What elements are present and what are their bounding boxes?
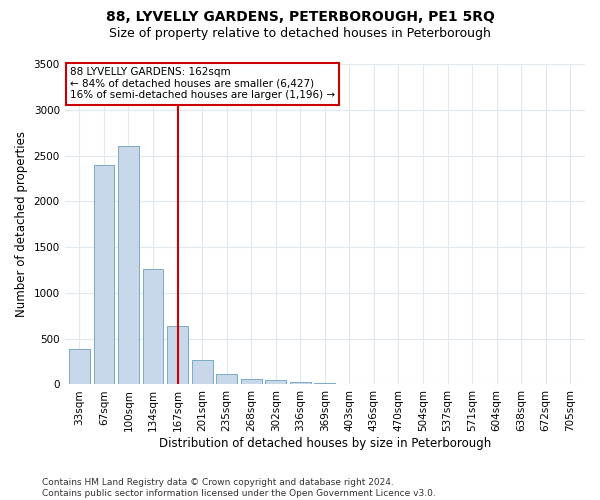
X-axis label: Distribution of detached houses by size in Peterborough: Distribution of detached houses by size … <box>159 437 491 450</box>
Bar <box>69 349 90 384</box>
Bar <box>290 382 311 384</box>
Bar <box>118 146 139 384</box>
Y-axis label: Number of detached properties: Number of detached properties <box>15 131 28 317</box>
Text: 88, LYVELLY GARDENS, PETERBOROUGH, PE1 5RQ: 88, LYVELLY GARDENS, PETERBOROUGH, PE1 5… <box>106 10 494 24</box>
Bar <box>94 164 115 384</box>
Text: 88 LYVELLY GARDENS: 162sqm
← 84% of detached houses are smaller (6,427)
16% of s: 88 LYVELLY GARDENS: 162sqm ← 84% of deta… <box>70 67 335 100</box>
Bar <box>167 326 188 384</box>
Bar <box>143 269 163 384</box>
Bar <box>191 360 212 384</box>
Text: Contains HM Land Registry data © Crown copyright and database right 2024.
Contai: Contains HM Land Registry data © Crown c… <box>42 478 436 498</box>
Bar <box>241 379 262 384</box>
Bar <box>314 382 335 384</box>
Text: Size of property relative to detached houses in Peterborough: Size of property relative to detached ho… <box>109 28 491 40</box>
Bar <box>216 374 237 384</box>
Bar <box>265 380 286 384</box>
